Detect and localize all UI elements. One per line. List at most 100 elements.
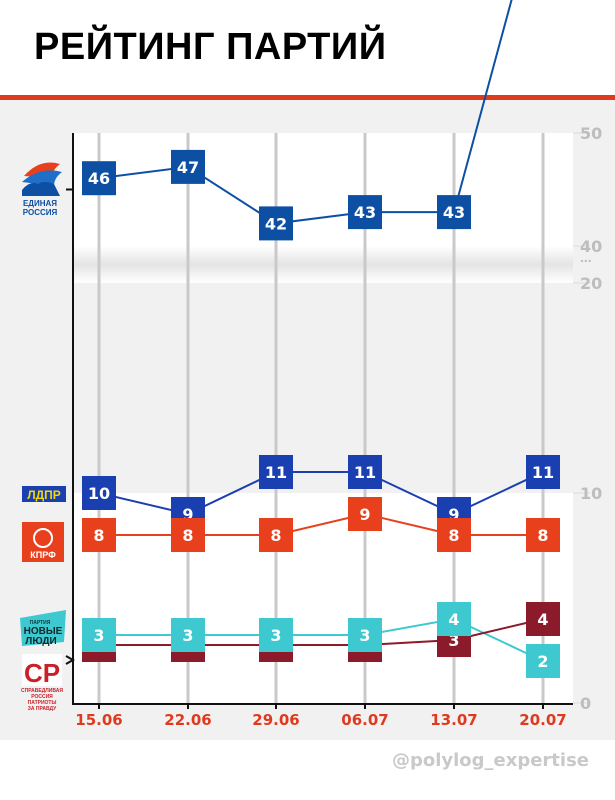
kprf-text: КПРФ bbox=[30, 550, 56, 560]
y-tick-label: 40 bbox=[580, 237, 602, 256]
data-label: 4 bbox=[448, 610, 459, 629]
x-tick-label: 20.07 bbox=[519, 711, 566, 729]
footer-handle: @polylog_expertise bbox=[391, 750, 589, 771]
data-point: 3 bbox=[259, 618, 293, 652]
nl-text-small: ПАРТИЯ bbox=[30, 620, 51, 626]
nl-shape bbox=[20, 610, 66, 646]
x-tick-label: 13.07 bbox=[430, 711, 477, 729]
data-label: 8 bbox=[448, 526, 459, 545]
data-point: 8 bbox=[437, 518, 471, 552]
data-point-box bbox=[259, 455, 293, 489]
data-point-box bbox=[348, 455, 382, 489]
data-label: 3 bbox=[448, 631, 459, 650]
data-label: 43 bbox=[354, 203, 376, 222]
data-point-box bbox=[259, 206, 293, 241]
y-break-marker: ... bbox=[580, 249, 592, 265]
sr-text-1: СПРАВЕДЛИВАЯ bbox=[21, 688, 63, 694]
data-point-box bbox=[348, 497, 382, 531]
sr-text-2: РОССИЯ bbox=[31, 694, 53, 700]
data-point: 8 bbox=[259, 518, 293, 552]
header-rule bbox=[0, 95, 615, 100]
data-point-box bbox=[82, 476, 116, 510]
data-point: 3 bbox=[348, 618, 382, 652]
small-parties-pointer bbox=[65, 655, 76, 665]
data-label: 4 bbox=[537, 610, 548, 629]
x-tick-label: 15.06 bbox=[75, 711, 122, 729]
y-tick-label: 0 bbox=[580, 694, 591, 713]
data-label: 11 bbox=[354, 463, 376, 482]
data-label: 10 bbox=[88, 484, 110, 503]
data-point: 47 bbox=[171, 149, 205, 184]
data-point: 8 bbox=[526, 518, 560, 552]
data-point-box bbox=[171, 518, 205, 552]
er-flag-blue bbox=[22, 170, 62, 186]
data-label: 8 bbox=[182, 526, 193, 545]
data-point: 11 bbox=[526, 455, 560, 489]
er-text-1: ЕДИНАЯ bbox=[23, 199, 57, 208]
data-label: 43 bbox=[443, 203, 465, 222]
data-label: 47 bbox=[177, 158, 199, 177]
upper-plot-band bbox=[73, 133, 573, 246]
data-label: 9 bbox=[182, 505, 193, 524]
data-point: 42 bbox=[259, 206, 293, 241]
data-label: 46 bbox=[88, 169, 110, 188]
data-point-box bbox=[171, 618, 205, 652]
data-label: 8 bbox=[537, 526, 548, 545]
nl-text-1: НОВЫЕ bbox=[24, 626, 63, 637]
data-point-box bbox=[526, 455, 560, 489]
data-point: 3 bbox=[82, 618, 116, 652]
data-point: 3 bbox=[171, 618, 205, 652]
data-point: 10 bbox=[82, 476, 116, 510]
hammer-sickle-icon bbox=[33, 528, 53, 548]
data-point-box bbox=[437, 602, 471, 636]
lower-plot-band bbox=[73, 493, 573, 703]
data-label: 11 bbox=[532, 463, 554, 482]
data-point-box bbox=[82, 618, 116, 652]
header: РЕЙТИНГ ПАРТИЙ bbox=[0, 0, 615, 100]
data-point-box bbox=[437, 518, 471, 552]
y-tick-label: 50 bbox=[580, 124, 602, 143]
data-label: 3 bbox=[270, 626, 281, 645]
data-point: 2 bbox=[526, 644, 560, 678]
data-label: 3 bbox=[93, 626, 104, 645]
data-label: 9 bbox=[359, 505, 370, 524]
data-point-box bbox=[259, 518, 293, 552]
data-point: 11 bbox=[259, 455, 293, 489]
y-tick-label: 10 bbox=[580, 484, 602, 503]
x-tick-label: 06.07 bbox=[341, 711, 388, 729]
data-point: 11 bbox=[348, 455, 382, 489]
sr-bg bbox=[22, 654, 62, 686]
data-point: 43 bbox=[437, 195, 471, 230]
nl-text-2: ЛЮДИ bbox=[25, 636, 56, 647]
x-tick-label: 29.06 bbox=[252, 711, 299, 729]
data-label: 42 bbox=[265, 214, 287, 233]
data-point: 43 bbox=[348, 195, 382, 230]
ldpr-text: ЛДПР bbox=[27, 488, 61, 502]
bear-icon bbox=[22, 182, 60, 196]
data-label: 8 bbox=[93, 526, 104, 545]
sr-mark: СР bbox=[24, 658, 60, 688]
data-label: 8 bbox=[270, 526, 281, 545]
data-point: 9 bbox=[348, 497, 382, 531]
data-label: 11 bbox=[265, 463, 287, 482]
data-point: 8 bbox=[82, 518, 116, 552]
data-point: 8 bbox=[171, 518, 205, 552]
data-point-box bbox=[259, 618, 293, 652]
data-point-box bbox=[526, 518, 560, 552]
logo-kprf: КПРФ bbox=[22, 522, 64, 562]
data-point-box bbox=[348, 618, 382, 652]
er-text-2: РОССИЯ bbox=[23, 208, 58, 217]
data-label: 3 bbox=[182, 626, 193, 645]
sr-text-4: ЗА ПРАВДУ bbox=[28, 706, 57, 712]
data-label: 3 bbox=[359, 626, 370, 645]
data-point-box bbox=[82, 518, 116, 552]
data-point-box bbox=[171, 149, 205, 184]
page-title: РЕЙТИНГ ПАРТИЙ bbox=[34, 26, 387, 68]
data-point: 46 bbox=[82, 161, 116, 196]
data-point-box bbox=[526, 644, 560, 678]
data-point-box bbox=[348, 195, 382, 230]
